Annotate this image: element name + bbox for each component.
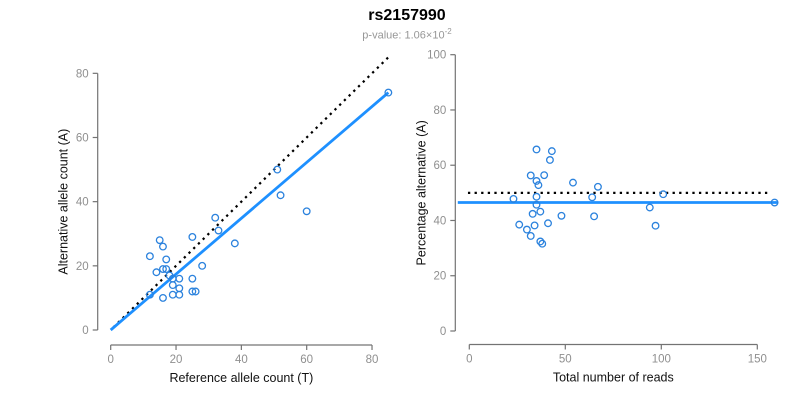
x-tick-label: 0 [466,354,472,366]
data-point [530,221,539,230]
pvalue-exponent: -2 [444,27,452,36]
y-tick-label: 0 [440,326,446,338]
data-point [145,290,154,299]
x-axis-title: Reference allele count (T) [169,371,313,385]
data-point [545,156,554,164]
data-point [522,225,531,234]
data-point [515,220,524,229]
data-point [544,219,552,228]
data-point [534,181,543,190]
x-axis-title: Total number of reads [553,371,674,385]
data-point [159,265,167,273]
x-tick-label: 40 [235,354,248,366]
data-point [198,261,207,270]
data-point [532,192,541,201]
data-point [159,293,167,302]
data-point [159,242,167,251]
data-point [175,290,184,299]
fit-line [109,91,390,332]
y-tick-label: 0 [82,325,88,337]
data-point [509,194,518,203]
y-tick-label: 80 [76,68,89,80]
x-tick-label: 60 [300,354,313,366]
data-point [659,190,668,199]
pvalue-text: p-value: 1.06×10 [362,29,445,42]
data-point [188,274,197,283]
data-point [191,287,200,296]
y-tick-label: 60 [434,160,447,172]
y-axis-title: Alternative allele count (A) [57,129,71,275]
data-point [168,290,177,299]
y-axis-title: Percentage alternative (A) [414,120,428,265]
y-tick-label: 40 [76,197,89,209]
data-point [536,237,545,246]
x-tick-label: 80 [366,354,379,366]
data-point [569,178,577,187]
data-point [145,252,154,261]
data-point [384,88,393,97]
data-point [230,239,239,248]
y-tick-label: 20 [76,261,89,273]
y-tick-label: 60 [76,132,89,144]
data-point [188,233,197,241]
data-point [557,211,566,220]
data-point [532,177,541,185]
data-point [547,147,556,156]
data-point [152,268,161,277]
data-point [528,209,537,218]
y-tick-label: 20 [434,271,447,283]
data-point [214,226,223,235]
data-point [155,236,164,245]
figure-subtitle: p-value: 1.06×10-2 [7,27,800,42]
data-point [273,165,282,174]
x-tick-label: 150 [748,354,767,366]
data-point [593,182,602,191]
data-point [651,221,660,230]
data-point [532,200,541,209]
data-point [276,191,285,200]
data-point [770,198,779,207]
data-point [526,232,535,240]
data-point [175,284,184,293]
data-point [532,145,541,154]
y-tick-label: 100 [427,50,446,62]
data-point [536,207,545,216]
data-point [588,193,597,202]
data-point [540,171,549,180]
y-tick-label: 40 [434,215,447,227]
data-point [645,203,654,212]
y-tick-label: 80 [434,105,447,117]
data-point [168,281,177,290]
x-tick-label: 50 [559,354,572,366]
data-point [162,255,171,264]
x-tick-label: 20 [170,354,183,366]
data-point [175,274,184,283]
figure-title: rs2157990 [368,7,446,24]
data-point [590,212,599,221]
data-point [302,207,311,216]
identity-line [112,54,392,329]
data-point [162,265,171,273]
data-point [526,171,535,180]
right-plot: 0 20 40 60 80 100 0 50 100 150 Total number of rea… [414,50,779,385]
x-tick-label: 100 [652,354,671,366]
data-point [538,239,547,248]
x-tick-label: 0 [107,354,113,366]
data-point [188,287,197,296]
left-plot: 0 20 40 60 80 0 20 40 60 80 Reference allele count… [57,54,393,385]
data-point [211,213,220,222]
